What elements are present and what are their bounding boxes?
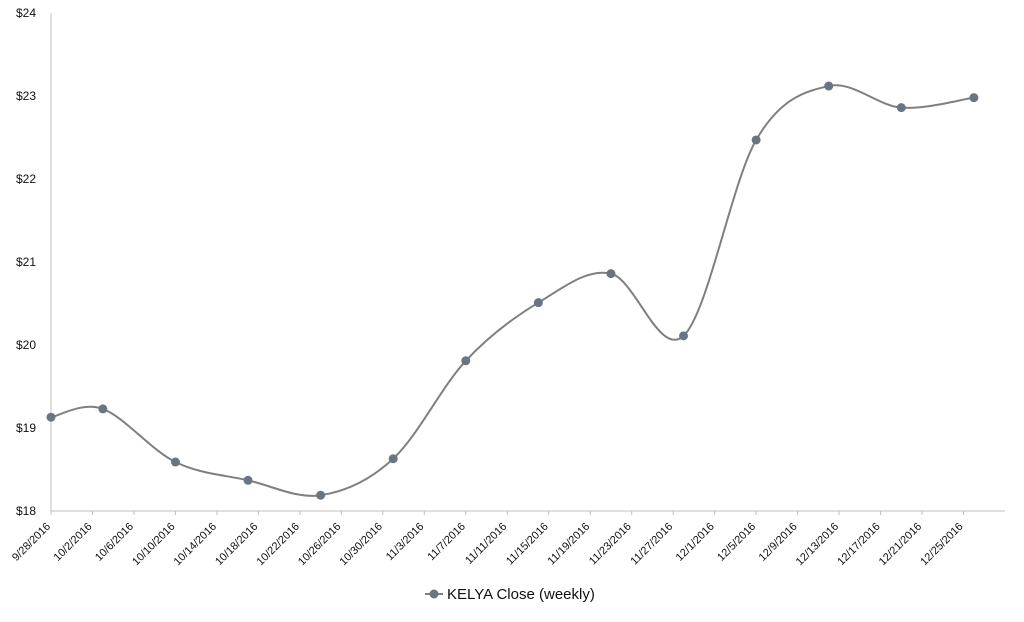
y-tick-label: $22 [16, 172, 36, 186]
data-point-marker [388, 454, 398, 464]
series-group [46, 81, 979, 500]
axes [50, 13, 1005, 512]
data-point-marker [98, 404, 108, 414]
x-tick-label: 10/30/2016 [338, 521, 385, 568]
y-tick-label: $24 [16, 6, 36, 20]
y-tick-label: $20 [16, 338, 36, 352]
x-tick-label: 11/7/2016 [425, 521, 468, 564]
data-point-marker [316, 490, 326, 500]
x-tick-label: 10/18/2016 [213, 521, 260, 568]
x-tick-label: 11/15/2016 [504, 521, 551, 568]
data-point-marker [824, 81, 834, 91]
data-point-marker [606, 269, 616, 279]
x-tick-label: 12/25/2016 [918, 521, 965, 568]
data-point-marker [969, 93, 979, 103]
data-point-marker [896, 103, 906, 113]
x-tick-label: 12/5/2016 [715, 521, 758, 564]
x-tick-label: 11/23/2016 [587, 521, 634, 568]
x-tick-label: 10/10/2016 [130, 521, 177, 568]
y-tick-label: $23 [16, 89, 36, 103]
data-point-marker [679, 331, 689, 341]
y-axis-tick-labels: $18 $19 $20 $21 $22 $23 $24 [16, 6, 36, 518]
x-tick-label: 10/22/2016 [255, 521, 302, 568]
x-tick-label: 10/6/2016 [93, 521, 136, 564]
x-tick-label: 12/1/2016 [674, 521, 717, 564]
x-tick-label: 12/17/2016 [835, 521, 882, 568]
y-tick-label: $21 [16, 255, 36, 269]
x-tick-label: 12/21/2016 [877, 521, 924, 568]
series-line [50, 84, 975, 497]
x-tick-label: 10/2/2016 [52, 521, 95, 564]
y-tick-label: $19 [16, 421, 36, 435]
x-tick-label: 12/9/2016 [757, 521, 800, 564]
legend-label: KELYA Close (weekly) [447, 586, 595, 603]
data-point-marker [170, 457, 180, 467]
data-point-marker [461, 356, 471, 366]
x-tick-label: 10/26/2016 [296, 521, 343, 568]
x-tick-label: 9/28/2016 [10, 521, 53, 564]
data-point-marker [46, 412, 56, 422]
y-tick-label: $18 [16, 504, 36, 518]
x-tick-label: 11/3/2016 [384, 521, 427, 564]
x-tick-label: 10/14/2016 [172, 521, 219, 568]
x-tick-label: 11/27/2016 [628, 521, 675, 568]
x-tick-label: 11/19/2016 [545, 521, 592, 568]
x-tick-label: 11/11/2016 [463, 521, 509, 567]
data-point-marker [533, 298, 543, 308]
legend-marker-swatch [429, 589, 439, 599]
x-tick-label: 12/13/2016 [794, 521, 841, 568]
data-point-marker [751, 135, 761, 145]
x-axis-tick-labels: 9/28/201610/2/201610/6/201610/10/201610/… [10, 511, 966, 568]
data-point-marker [243, 475, 253, 485]
legend: KELYA Close (weekly) [425, 586, 595, 603]
